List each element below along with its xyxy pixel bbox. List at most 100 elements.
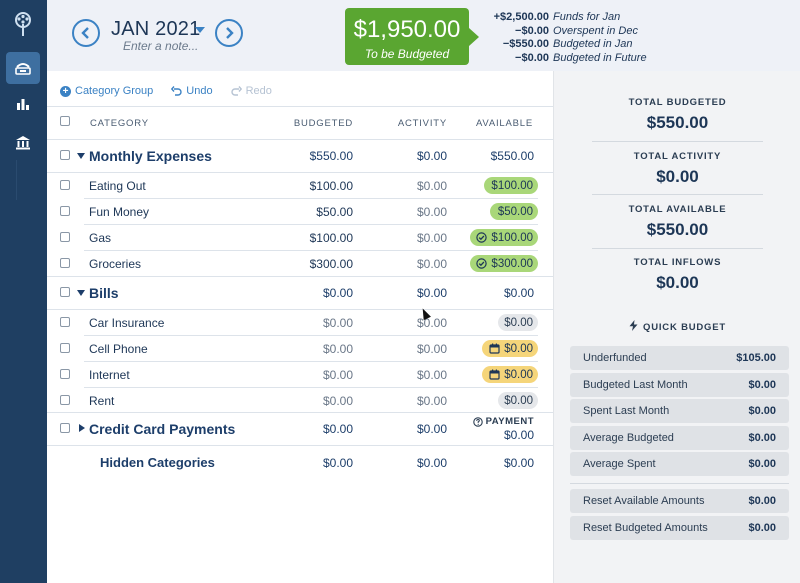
summary-label: Overspent in Dec [553,24,638,37]
month-title[interactable]: JAN 2021 [111,18,201,40]
bank-icon [16,135,30,149]
bar-chart-icon [17,99,29,110]
collapse-icon[interactable] [77,153,85,159]
category-name[interactable]: Fun Money [89,205,150,219]
qb-label: Average Budgeted [583,432,674,444]
category-activity[interactable]: $0.00 [416,316,447,330]
row-checkbox[interactable] [60,150,70,160]
divider [84,224,538,225]
month-note-field[interactable]: Enter a note... [123,39,199,53]
available-pill[interactable]: $0.00 [498,314,538,331]
quick-budget-budgeted-last-month[interactable]: Budgeted Last Month $0.00 [570,373,789,397]
available-pill[interactable]: $0.00 [482,340,538,357]
available-amount: $0.00 [504,368,533,381]
quick-budget-underfunded[interactable]: Underfunded $105.00 [570,346,789,370]
available-amount: $100.00 [491,231,533,244]
category-name[interactable]: Gas [89,231,112,245]
category-name[interactable]: Car Insurance [89,316,165,330]
redo-button[interactable]: Redo [230,85,272,97]
select-all-checkbox[interactable] [60,116,70,126]
category-budgeted[interactable]: $100.00 [309,231,353,245]
quick-budget-average-spent[interactable]: Average Spent $0.00 [570,452,789,476]
available-pill[interactable]: $100.00 [484,177,538,194]
reset-available-button[interactable]: Reset Available Amounts $0.00 [570,489,789,513]
col-activity: ACTIVITY [397,118,447,129]
stat-total-activity: TOTAL ACTIVITY $0.00 [592,151,763,187]
expand-icon[interactable] [79,424,85,432]
category-budgeted[interactable]: $0.00 [322,316,353,330]
month-dropdown-icon[interactable] [195,27,205,33]
next-month-button[interactable] [215,19,243,47]
divider [592,141,763,142]
accounts-nav-button[interactable] [6,126,40,158]
available-pill[interactable]: $0.00 [482,366,538,383]
add-category-group-button[interactable]: + Category Group [60,85,153,97]
qb-label: Reset Available Amounts [583,495,705,507]
category-name[interactable]: Cell Phone [89,342,148,356]
category-name[interactable]: Internet [89,368,130,382]
available-pill[interactable]: $50.00 [490,203,538,220]
available-pill[interactable]: $0.00 [498,392,538,409]
available-pill[interactable]: $100.00 [470,229,538,246]
category-budgeted[interactable]: $100.00 [309,179,353,193]
row-checkbox[interactable] [60,232,70,242]
category-name[interactable]: Eating Out [89,179,146,193]
category-activity[interactable]: $0.00 [416,179,447,193]
quick-budget-spent-last-month[interactable]: Spent Last Month $0.00 [570,399,789,423]
prev-month-button[interactable] [72,19,100,47]
col-category[interactable]: CATEGORY [90,118,149,129]
category-activity[interactable]: $0.00 [416,342,447,356]
qb-value: $0.00 [748,458,776,470]
sidebar [0,0,47,583]
tree-logo-icon[interactable] [12,12,34,38]
available-pill[interactable]: $300.00 [470,255,538,272]
category-activity[interactable]: $0.00 [416,205,447,219]
category-budgeted[interactable]: $0.00 [322,368,353,382]
budget-nav-button[interactable] [6,52,40,84]
collapse-icon[interactable] [77,290,85,296]
row-checkbox[interactable] [60,343,70,353]
category-activity[interactable]: $0.00 [416,257,447,271]
summary-amount: +$2,500.00 [493,11,549,23]
category-name[interactable]: Groceries [89,257,142,271]
row-checkbox[interactable] [60,317,70,327]
stat-value: $550.00 [646,113,709,132]
undo-button[interactable]: Undo [171,85,213,97]
undo-icon [171,85,182,96]
quick-budget-title-text: QUICK BUDGET [643,322,726,333]
summary-row: −$550.00 Budgeted in Jan [477,38,647,52]
to-be-budgeted-label: To be Budgeted [364,47,450,61]
redo-icon [230,85,242,96]
row-checkbox[interactable] [60,395,70,405]
row-checkbox[interactable] [60,287,70,297]
category-budgeted[interactable]: $0.00 [322,342,353,356]
row-checkbox[interactable] [60,258,70,268]
category-name[interactable]: Rent [89,394,115,408]
qb-value: $0.00 [748,405,776,417]
available-amount: $50.00 [497,205,533,218]
reports-nav-button[interactable] [6,88,40,120]
row-checkbox[interactable] [60,423,70,433]
quick-budget-average-budgeted[interactable]: Average Budgeted $0.00 [570,426,789,450]
divider [84,387,538,388]
redo-label: Redo [245,85,272,97]
hidden-categories-name[interactable]: Hidden Categories [100,455,215,470]
group-name[interactable]: Monthly Expenses [89,148,212,164]
question-circle-icon[interactable] [472,416,483,427]
group-name[interactable]: Bills [89,285,119,301]
to-be-budgeted-box[interactable]: $1,950.00 To be Budgeted [345,8,479,65]
category-activity[interactable]: $0.00 [416,394,447,408]
category-budgeted[interactable]: $300.00 [309,257,353,271]
row-checkbox[interactable] [60,180,70,190]
category-activity[interactable]: $0.00 [416,368,447,382]
category-activity[interactable]: $0.00 [416,231,447,245]
budget-icon [15,63,31,75]
group-name[interactable]: Credit Card Payments [89,421,236,437]
reset-budgeted-button[interactable]: Reset Budgeted Amounts $0.00 [570,516,789,540]
summary-row: −$0.00 Budgeted in Future [477,52,647,66]
row-checkbox[interactable] [60,206,70,216]
category-budgeted[interactable]: $50.00 [316,205,353,219]
category-budgeted[interactable]: $0.00 [322,394,353,408]
divider [47,139,553,140]
row-checkbox[interactable] [60,369,70,379]
